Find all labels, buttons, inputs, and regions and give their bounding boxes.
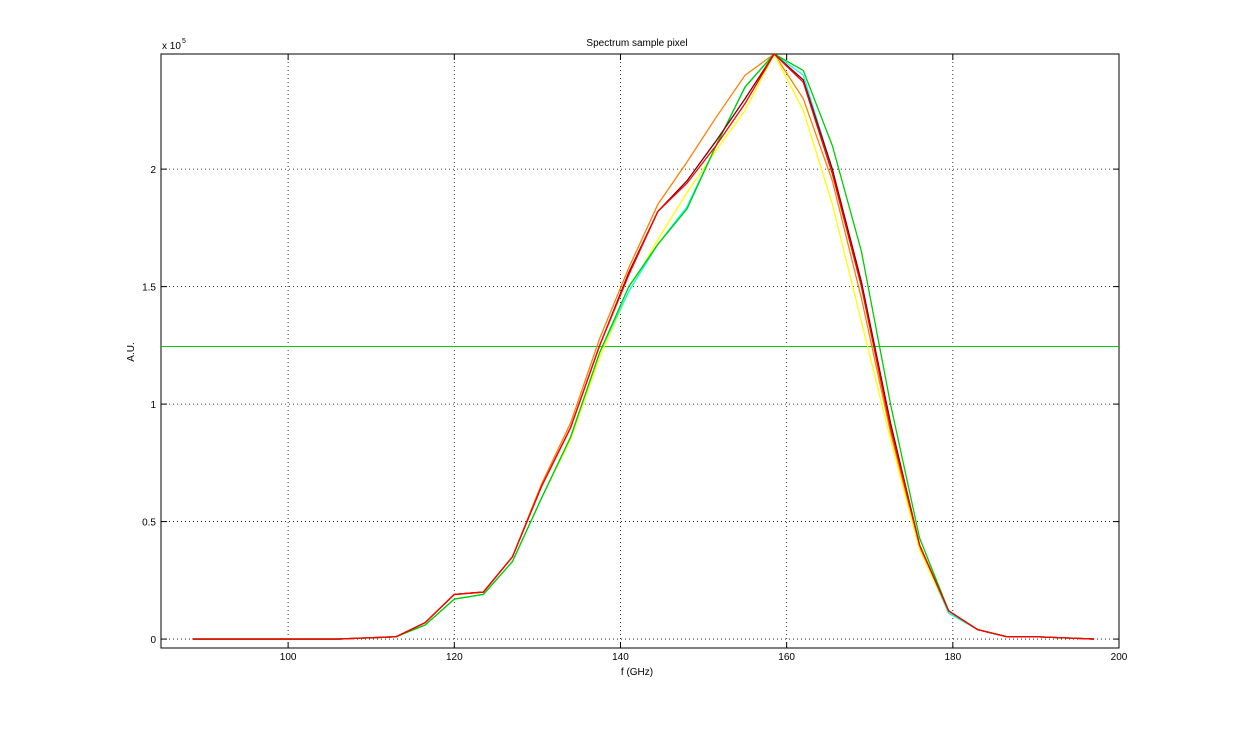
y-tick-label: 1.5 <box>142 283 156 294</box>
series-line <box>192 52 1095 640</box>
plot-area <box>160 53 1120 649</box>
x-tick-label: 140 <box>612 652 629 663</box>
y-tick-label: 2 <box>150 165 156 176</box>
y-tick-label: 1 <box>150 400 156 411</box>
chart-title: Spectrum sample pixel <box>586 38 687 49</box>
y-tick-label: 0 <box>150 635 156 646</box>
x-axis-label: f (GHz) <box>621 667 653 678</box>
x-tick-label: 100 <box>280 652 297 663</box>
x-tick-label: 180 <box>944 652 961 663</box>
x-tick-label: 160 <box>778 652 795 663</box>
x-tick-label: 200 <box>1111 652 1128 663</box>
x-tick-label: 120 <box>446 652 463 663</box>
y-exponent-power: 5 <box>182 38 186 45</box>
y-axis-label: A.U. <box>126 342 137 361</box>
y-tick-label: 0.5 <box>142 518 156 529</box>
y-exponent-base: x 10 <box>162 41 181 52</box>
